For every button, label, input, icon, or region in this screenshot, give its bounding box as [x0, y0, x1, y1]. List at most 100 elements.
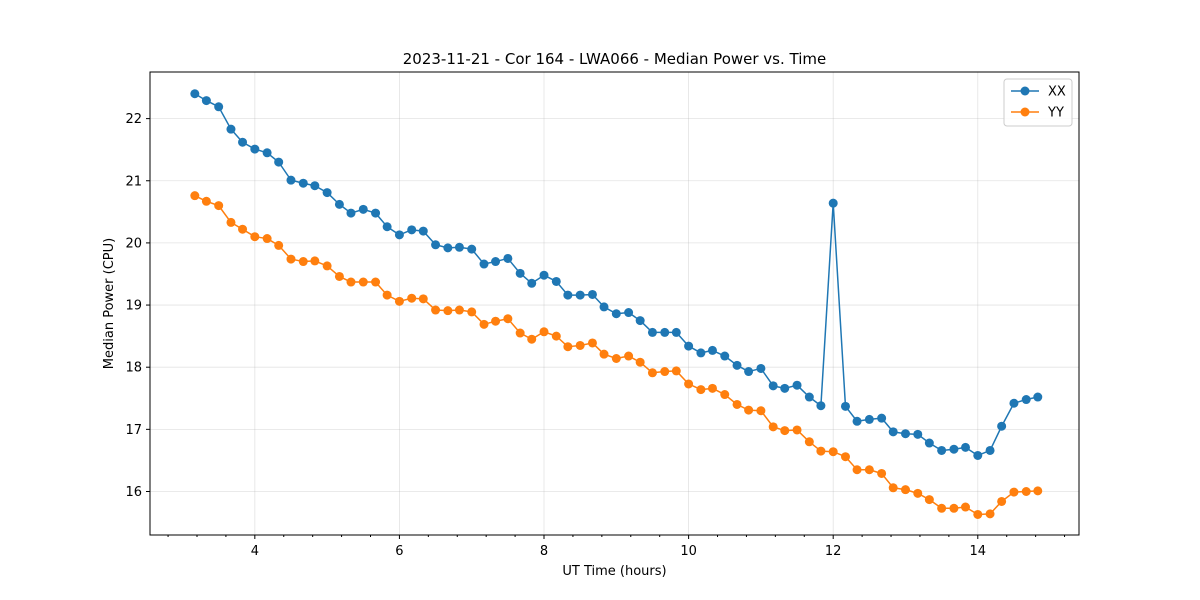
- data-point-xx: [840, 401, 850, 411]
- y-tick-label: 17: [125, 423, 142, 438]
- data-point-yy: [394, 296, 404, 306]
- data-point-yy: [960, 502, 970, 512]
- data-point-yy: [371, 277, 381, 287]
- data-point-xx: [587, 289, 597, 299]
- data-point-yy: [527, 334, 537, 344]
- data-point-yy: [949, 503, 959, 513]
- y-tick-label: 16: [125, 485, 142, 500]
- data-point-yy: [707, 383, 717, 393]
- data-point-xx: [298, 178, 308, 188]
- data-point-xx: [394, 230, 404, 240]
- data-point-xx: [214, 102, 224, 112]
- data-point-yy: [744, 405, 754, 415]
- data-point-xx: [744, 367, 754, 377]
- legend: XX YY: [1003, 78, 1073, 127]
- legend-label-xx: XX: [1048, 85, 1066, 100]
- data-point-xx: [262, 148, 272, 158]
- data-point-yy: [515, 328, 525, 338]
- data-point-yy: [732, 399, 742, 409]
- plot-frame: [149, 71, 1080, 536]
- x-axis-label: UT Time (hours): [562, 564, 666, 579]
- data-point-yy: [913, 488, 923, 498]
- data-point-xx: [937, 445, 947, 455]
- data-point-xx: [647, 327, 657, 337]
- data-point-xx: [250, 144, 260, 154]
- data-point-yy: [696, 385, 706, 395]
- data-point-xx: [491, 257, 501, 267]
- x-tick-label: 4: [251, 544, 259, 559]
- data-point-yy: [937, 503, 947, 513]
- data-point-yy: [503, 314, 513, 324]
- data-point-yy: [840, 452, 850, 462]
- data-point-yy: [924, 495, 934, 505]
- y-tick-label: 22: [125, 112, 142, 127]
- data-point-xx: [1033, 392, 1043, 402]
- data-point-xx: [190, 89, 200, 99]
- data-point-xx: [407, 225, 417, 235]
- data-point-yy: [828, 447, 838, 457]
- data-point-xx: [949, 444, 959, 454]
- legend-marker-xx: [1020, 86, 1030, 96]
- data-point-yy: [1009, 487, 1019, 497]
- data-point-yy: [804, 437, 814, 447]
- data-point-xx: [624, 308, 634, 318]
- data-point-xx: [913, 429, 923, 439]
- data-point-xx: [382, 222, 392, 232]
- data-point-xx: [828, 198, 838, 208]
- data-point-yy: [467, 307, 477, 317]
- data-point-yy: [226, 217, 236, 227]
- y-tick-label: 19: [125, 299, 142, 314]
- data-point-xx: [274, 157, 284, 167]
- data-point-yy: [190, 191, 200, 201]
- data-point-xx: [575, 290, 585, 300]
- data-point-yy: [611, 354, 621, 364]
- data-point-xx: [671, 327, 681, 337]
- data-point-yy: [624, 351, 634, 361]
- data-point-xx: [877, 413, 887, 423]
- data-point-yy: [346, 277, 356, 287]
- data-point-yy: [443, 306, 453, 316]
- data-point-xx: [732, 360, 742, 370]
- data-point-xx: [527, 278, 537, 288]
- data-point-yy: [647, 368, 657, 378]
- data-point-yy: [768, 422, 778, 432]
- data-point-yy: [201, 196, 211, 206]
- x-tick-label: 10: [680, 544, 697, 559]
- data-point-yy: [599, 349, 609, 359]
- data-point-yy: [1033, 486, 1043, 496]
- data-point-xx: [804, 392, 814, 402]
- data-point-yy: [900, 485, 910, 495]
- data-point-xx: [792, 380, 802, 390]
- data-point-yy: [551, 331, 561, 341]
- data-point-xx: [997, 421, 1007, 431]
- data-point-xx: [611, 309, 621, 319]
- data-point-yy: [214, 201, 224, 211]
- data-point-yy: [587, 338, 597, 348]
- data-point-xx: [418, 226, 428, 236]
- x-tick-label: 6: [395, 544, 403, 559]
- plot-series: [190, 89, 1043, 519]
- chart-title: 2023-11-21 - Cor 164 - LWA066 - Median P…: [403, 50, 827, 68]
- data-point-yy: [985, 509, 995, 519]
- data-point-yy: [479, 319, 489, 329]
- data-point-yy: [720, 390, 730, 400]
- data-point-yy: [780, 426, 790, 436]
- data-point-yy: [322, 261, 332, 271]
- data-point-xx: [454, 242, 464, 252]
- data-point-xx: [599, 302, 609, 312]
- series-line-xx: [194, 93, 1038, 457]
- data-point-xx: [226, 124, 236, 134]
- data-point-xx: [503, 253, 513, 263]
- data-point-xx: [467, 244, 477, 254]
- data-point-yy: [660, 367, 670, 377]
- data-point-xx: [960, 442, 970, 452]
- x-tick-label: 14: [970, 544, 987, 559]
- data-point-xx: [756, 363, 766, 373]
- data-point-yy: [238, 224, 248, 234]
- y-axis-label: Median Power (CPU): [102, 238, 117, 369]
- data-point-xx: [551, 276, 561, 286]
- data-point-xx: [371, 208, 381, 218]
- data-point-xx: [924, 438, 934, 448]
- y-tick-label: 21: [125, 174, 142, 189]
